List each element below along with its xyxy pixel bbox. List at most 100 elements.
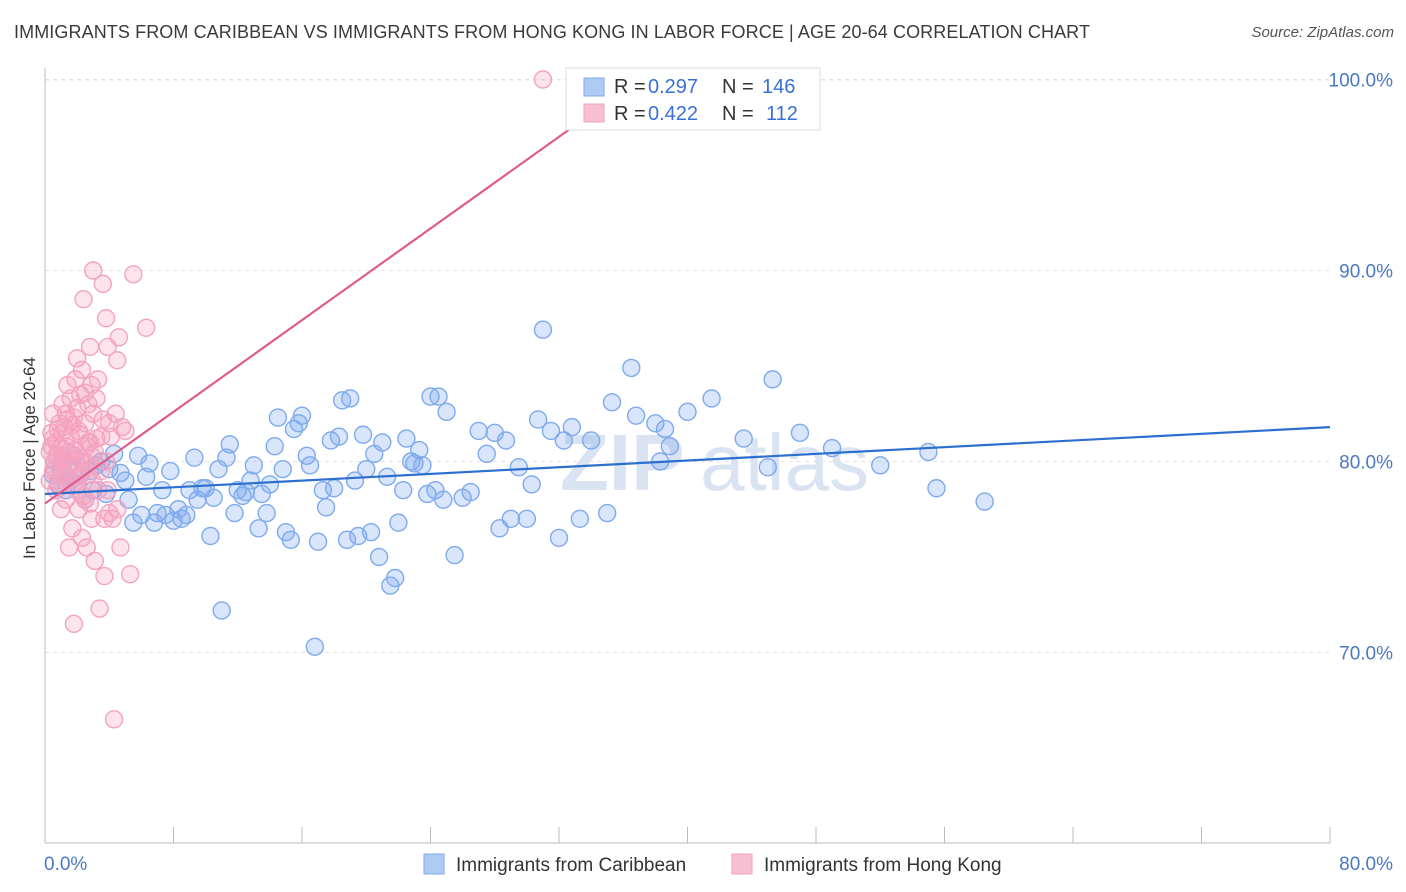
caribbean-point xyxy=(919,442,938,462)
bottom-legend-swatch-caribbean xyxy=(423,853,445,875)
caribbean-point xyxy=(161,461,180,481)
caribbean-point xyxy=(244,456,264,475)
stats-legend-n-label-1: N = xyxy=(722,76,754,98)
caribbean-point xyxy=(116,471,135,490)
caribbean-point xyxy=(429,387,448,406)
caribbean-point xyxy=(509,458,529,477)
caribbean-point xyxy=(517,509,537,528)
caribbean-point xyxy=(389,513,408,532)
x-tick-label-max: 80.0% xyxy=(1339,854,1393,875)
caribbean-point xyxy=(305,637,325,656)
caribbean-point xyxy=(185,448,204,467)
source-credit: Source: ZipAtlas.com xyxy=(1251,24,1394,41)
stats-legend-n-value-2: 112 xyxy=(766,103,798,125)
caribbean-point xyxy=(373,433,392,452)
hongkong-point xyxy=(109,328,129,347)
caribbean-point xyxy=(562,417,582,437)
hongkong-point xyxy=(63,519,82,538)
caribbean-point xyxy=(477,444,496,464)
stats-legend-r-label-2: R = xyxy=(614,103,646,125)
hongkong-point xyxy=(116,421,135,441)
caribbean-point xyxy=(345,471,365,490)
hongkong-point xyxy=(82,446,101,465)
caribbean-point xyxy=(702,389,721,408)
caribbean-point xyxy=(153,480,172,500)
caribbean-point xyxy=(549,528,569,548)
caribbean-point xyxy=(626,406,646,425)
hongkong-point xyxy=(64,614,84,634)
caribbean-point xyxy=(292,406,312,425)
stats-legend-r-label-1: R = xyxy=(614,76,646,98)
caribbean-point xyxy=(734,429,753,448)
hongkong-point xyxy=(136,318,156,337)
hongkong-point xyxy=(93,274,113,294)
stats-legend-n-label-2: N = xyxy=(722,103,754,125)
caribbean-point xyxy=(469,421,488,441)
x-tick-labels: 0.0% 80.0% xyxy=(44,854,1393,875)
caribbean-point xyxy=(678,402,697,422)
bottom-legend-label-caribbean: Immigrants from Caribbean xyxy=(456,855,686,876)
caribbean-point xyxy=(225,503,244,523)
caribbean-point xyxy=(581,431,601,450)
caribbean-point xyxy=(413,456,432,475)
hongkong-point xyxy=(111,538,130,557)
caribbean-point xyxy=(257,503,276,523)
hongkong-point xyxy=(72,360,92,380)
caribbean-point xyxy=(975,492,994,511)
caribbean-point xyxy=(570,509,590,528)
hongkong-point xyxy=(77,538,96,557)
hongkong-point xyxy=(83,473,103,492)
y-tick-label: 70.0% xyxy=(1339,644,1393,665)
stats-legend-box xyxy=(565,67,821,131)
y-tick-label: 100.0% xyxy=(1329,71,1394,92)
stats-legend-r-value-2: 0.422 xyxy=(648,103,698,125)
hongkong-point xyxy=(120,564,140,584)
hongkong-point xyxy=(108,500,127,519)
caribbean-point xyxy=(268,408,288,427)
caribbean-point xyxy=(434,490,453,509)
caribbean-point xyxy=(204,488,223,507)
hongkong-trend-line xyxy=(44,78,640,505)
caribbean-point xyxy=(361,522,381,542)
hongkong-point xyxy=(40,471,60,490)
stats-legend-swatch-caribbean xyxy=(583,77,605,97)
hongkong-point xyxy=(103,509,122,528)
bottom-legend-swatch-hongkong xyxy=(731,853,753,875)
y-tick-labels: 70.0% 80.0% 90.0% 100.0% xyxy=(1329,71,1394,665)
caribbean-point xyxy=(369,547,389,567)
caribbean-point xyxy=(177,505,196,525)
axes xyxy=(44,68,1331,844)
hongkong-point xyxy=(85,551,104,571)
caribbean-point xyxy=(522,475,541,494)
hongkong-point xyxy=(72,528,92,548)
chart-title: IMMIGRANTS FROM CARIBBEAN VS IMMIGRANTS … xyxy=(14,22,1091,42)
caribbean-point xyxy=(273,459,292,479)
hongkong-point xyxy=(83,261,103,280)
caribbean-point xyxy=(410,440,429,460)
hongkong-point xyxy=(87,389,106,408)
caribbean-point xyxy=(496,431,516,450)
hongkong-point xyxy=(42,437,61,456)
bottom-legend: Immigrants from Caribbean Immigrants fro… xyxy=(423,853,1002,876)
caribbean-point xyxy=(140,454,159,473)
caribbean-point xyxy=(655,419,675,439)
hongkong-point xyxy=(67,398,87,418)
trend-lines xyxy=(44,78,1331,505)
watermark-atlas: atlas xyxy=(700,418,869,507)
watermark: ZIP atlas xyxy=(560,418,869,507)
caribbean-trend-line xyxy=(44,426,1331,496)
hongkong-point xyxy=(88,370,108,389)
caribbean-point xyxy=(201,526,220,546)
caribbean-point xyxy=(308,532,328,551)
caribbean-point xyxy=(340,389,360,408)
stats-legend-n-value-1: 146 xyxy=(762,76,795,98)
caribbean-point xyxy=(385,568,405,588)
hongkong-point xyxy=(533,70,553,89)
hongkong-point xyxy=(108,351,127,370)
caribbean-point xyxy=(602,393,622,412)
caribbean-point xyxy=(437,402,456,422)
caribbean-point xyxy=(528,410,548,429)
hongkong-point xyxy=(124,265,143,284)
hongkong-point xyxy=(74,289,93,309)
